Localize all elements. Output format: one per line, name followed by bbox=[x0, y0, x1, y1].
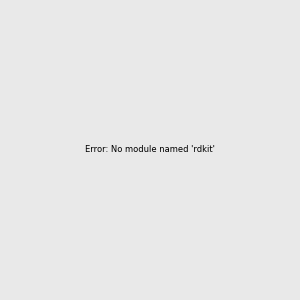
Text: Error: No module named 'rdkit': Error: No module named 'rdkit' bbox=[85, 146, 215, 154]
